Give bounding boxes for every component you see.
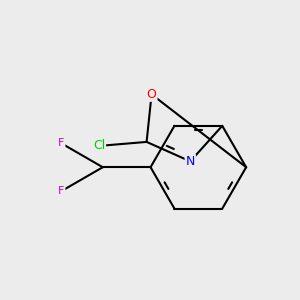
Text: N: N: [186, 155, 195, 168]
Text: Cl: Cl: [93, 140, 105, 152]
Text: O: O: [147, 88, 157, 101]
Text: F: F: [58, 186, 64, 196]
Text: F: F: [58, 138, 64, 148]
